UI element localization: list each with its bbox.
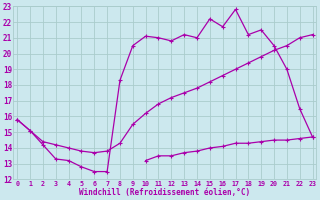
X-axis label: Windchill (Refroidissement éolien,°C): Windchill (Refroidissement éolien,°C) xyxy=(79,188,251,197)
